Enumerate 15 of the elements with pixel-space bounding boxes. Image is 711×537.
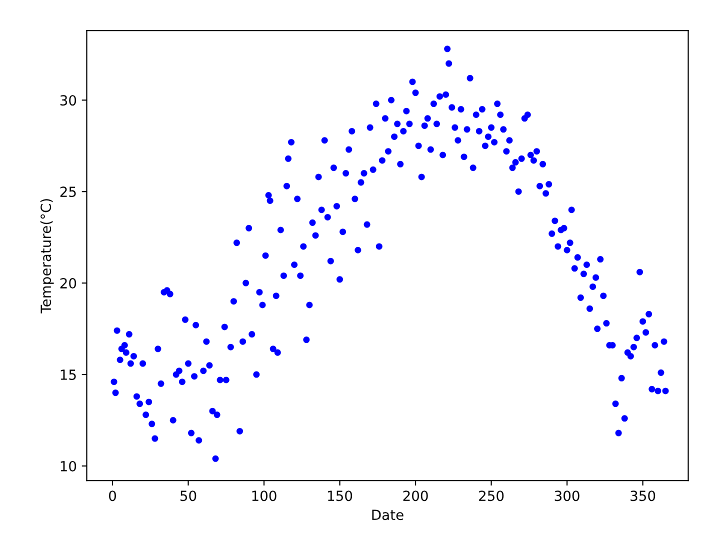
x-tick-label: 150 bbox=[328, 490, 352, 502]
y-tick-label: 15 bbox=[60, 370, 76, 380]
x-tick-label: 0 bbox=[108, 490, 116, 502]
x-tick-label: 100 bbox=[252, 490, 276, 502]
y-tick-label: 30 bbox=[60, 95, 76, 106]
x-tick-label: 350 bbox=[630, 490, 656, 502]
y-tick-label: 20 bbox=[60, 278, 76, 289]
y-tick-label: 25 bbox=[60, 186, 76, 198]
x-tick-label: 50 bbox=[180, 490, 196, 502]
y-tick-label: 10 bbox=[60, 460, 76, 472]
x-tick-label: 200 bbox=[403, 490, 428, 502]
x-axis-title: Date bbox=[372, 510, 404, 520]
x-tick-label: 300 bbox=[554, 490, 580, 502]
x-tick-label: 250 bbox=[479, 490, 504, 502]
y-axis-title: Temperature(°C) bbox=[40, 199, 54, 314]
